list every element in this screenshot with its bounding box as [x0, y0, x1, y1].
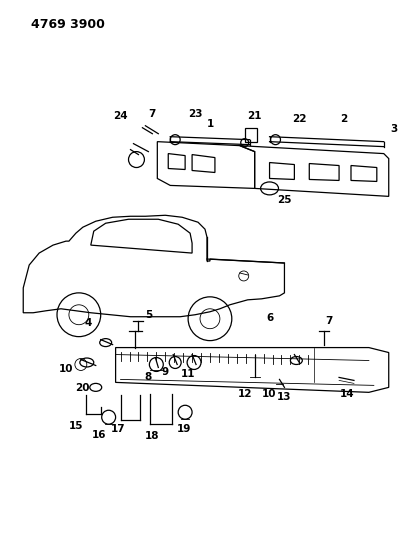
Text: 11: 11 [181, 369, 195, 379]
Text: 7: 7 [149, 109, 156, 119]
Text: 14: 14 [340, 389, 354, 399]
Text: 23: 23 [188, 109, 202, 119]
Text: 5: 5 [145, 310, 152, 320]
Text: 22: 22 [292, 114, 306, 124]
Text: 1: 1 [206, 119, 213, 129]
Text: 4: 4 [84, 318, 91, 328]
Text: 24: 24 [113, 111, 128, 121]
Text: 4769 3900: 4769 3900 [31, 18, 105, 31]
Text: 13: 13 [277, 392, 292, 402]
Text: 8: 8 [145, 373, 152, 382]
Text: 19: 19 [177, 424, 191, 434]
Text: 25: 25 [277, 196, 292, 205]
Text: 15: 15 [69, 421, 83, 431]
Text: 17: 17 [111, 424, 126, 434]
Text: 10: 10 [59, 365, 73, 375]
Text: 7: 7 [326, 316, 333, 326]
Text: 12: 12 [237, 389, 252, 399]
Text: 9: 9 [162, 367, 169, 377]
Text: 3: 3 [390, 124, 397, 134]
Text: 18: 18 [145, 431, 160, 441]
Text: 6: 6 [266, 313, 273, 323]
Text: 21: 21 [247, 111, 262, 121]
Text: 20: 20 [75, 383, 90, 393]
Text: 16: 16 [91, 430, 106, 440]
Text: 10: 10 [262, 389, 277, 399]
Bar [245, 128, 257, 142]
Text: 2: 2 [340, 114, 348, 124]
